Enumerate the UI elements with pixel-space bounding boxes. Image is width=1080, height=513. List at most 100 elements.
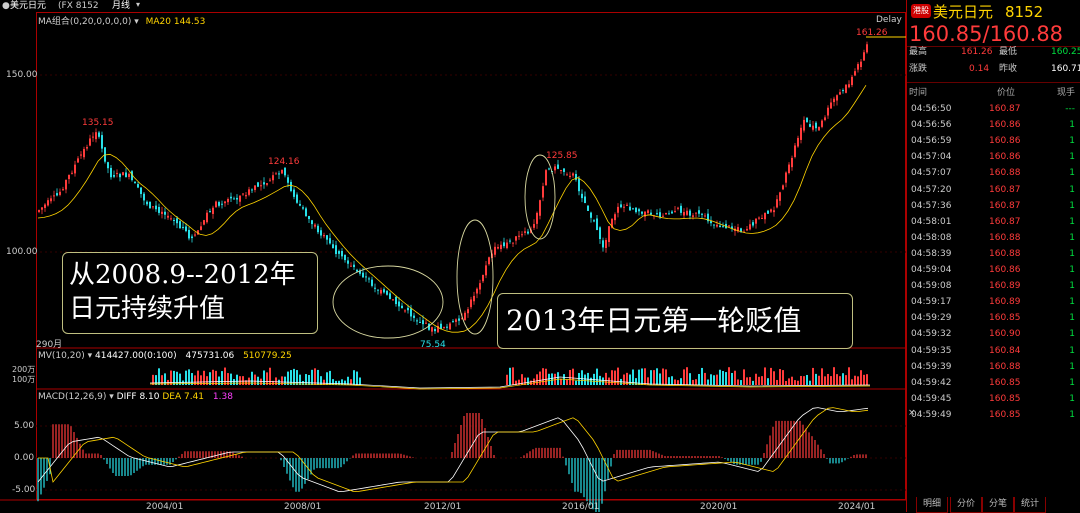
candle-body <box>53 195 55 197</box>
candle-body <box>233 198 235 200</box>
candle-body <box>668 213 670 215</box>
candle-body <box>806 117 808 123</box>
volume-bar <box>839 376 841 385</box>
ma-group-label: MA组合(0,20,0,0,0,0) <box>38 17 132 27</box>
candle-body <box>398 301 400 307</box>
candle-body <box>104 147 106 162</box>
tab-detail[interactable]: 明细 <box>916 497 949 513</box>
candle-body <box>128 173 130 177</box>
volume-bar <box>332 379 334 385</box>
candle-body <box>779 192 781 201</box>
candle-body <box>332 244 334 249</box>
candle-body <box>749 224 751 230</box>
mv10-line <box>149 376 871 389</box>
volume-bar <box>311 369 313 385</box>
candle-body <box>557 164 559 169</box>
volume-bar <box>707 379 709 385</box>
period-selector[interactable]: 月线 <box>112 1 131 11</box>
candle-body <box>38 210 40 212</box>
candle-body <box>566 174 568 176</box>
volume-bar <box>677 380 679 385</box>
tick-time: 04:59:45 <box>911 393 952 404</box>
candle-body <box>191 236 193 239</box>
candle-body <box>308 216 310 220</box>
candle-body <box>107 162 109 169</box>
candle-body <box>695 212 697 214</box>
tick-time: 04:59:08 <box>911 281 952 292</box>
volume-bar <box>335 380 337 385</box>
candle-body <box>791 157 793 168</box>
tick-qty: 1 <box>1069 265 1075 275</box>
volume-bar <box>545 368 547 385</box>
candle-body <box>227 199 229 203</box>
x-axis-tick-2016: 2016/01 <box>562 502 600 512</box>
candle-body <box>62 189 64 191</box>
volume-bar <box>515 380 517 385</box>
candle-body <box>710 221 712 224</box>
volume-bar <box>239 376 241 385</box>
volume-bar <box>551 373 553 385</box>
volume-bar <box>638 369 640 385</box>
volume-bar <box>179 373 181 385</box>
highlight-ellipse-decline <box>332 265 444 339</box>
candle-body <box>497 247 499 249</box>
candle-body <box>521 234 523 236</box>
tick-price: 160.87 <box>989 104 1021 114</box>
candle-body <box>776 199 778 208</box>
tick-row: 04:59:45 160.85 1 <box>907 391 1080 407</box>
candle-body <box>203 220 205 225</box>
mv-indicator-header[interactable]: MV(10,20) ▾ 414427.00(0:100) 475731.06 5… <box>38 351 292 361</box>
volume-bar <box>827 373 829 385</box>
candle-body <box>95 132 97 140</box>
candle-body <box>644 211 646 217</box>
volume-bar <box>782 370 784 385</box>
volume-bar <box>527 377 529 385</box>
candle-body <box>407 307 409 311</box>
candle-body <box>461 318 463 320</box>
candle-body <box>428 323 430 330</box>
candle-body <box>443 327 445 329</box>
volume-bar <box>278 379 280 385</box>
candle-body <box>86 147 88 149</box>
candle-body <box>140 187 142 194</box>
kline-chart[interactable] <box>0 12 906 512</box>
tick-qty: 1 <box>1069 393 1075 404</box>
volume-bar <box>674 379 676 385</box>
volume-bar <box>719 369 721 385</box>
candle-body <box>422 320 424 325</box>
volume-bar <box>584 374 586 385</box>
candle-body <box>113 174 115 177</box>
volume-bar <box>605 372 607 385</box>
volume-bar <box>764 367 766 385</box>
volume-bar <box>164 373 166 385</box>
ticks-header: 时间 价位 现手 <box>907 85 1080 101</box>
tick-row: 04:59:35 160.84 1 <box>907 343 1080 359</box>
volume-bar <box>749 377 751 385</box>
tick-time: 04:57:07 <box>911 168 952 179</box>
tab-statistics[interactable]: 统计 <box>1014 497 1047 513</box>
candle-body <box>821 120 823 127</box>
tick-row: 04:59:32 160.90 1 <box>907 326 1080 342</box>
candle-body <box>581 193 583 199</box>
tick-qty: 1 <box>1069 200 1075 211</box>
tab-price-distribution[interactable]: 分价 <box>950 497 983 513</box>
candle-body <box>674 210 676 212</box>
macd-indicator-header[interactable]: MACD(12,26,9) ▾ DIFF 8.10 DEA 7.41 1.38 <box>38 392 233 402</box>
candle-body <box>752 222 754 226</box>
candle-body <box>626 204 628 206</box>
chart-topbar: ● 美元日元 (FX 8152 月线 ▾ <box>0 0 906 12</box>
macd-dea-line <box>38 407 869 492</box>
period-chevron-down-icon[interactable]: ▾ <box>136 0 141 9</box>
volume-bar <box>746 377 748 385</box>
tab-trades[interactable]: 分笔 <box>982 497 1015 513</box>
tick-qty: 1 <box>1069 409 1075 420</box>
volume-bar <box>542 368 544 385</box>
candle-body <box>263 182 265 185</box>
ma-indicator-header[interactable]: MA组合(0,20,0,0,0,0) ▾ MA20 144.53 <box>38 14 205 27</box>
candle-body <box>149 201 151 209</box>
volume-bar <box>275 377 277 385</box>
candle-body <box>401 305 403 309</box>
candle-body <box>713 224 715 226</box>
candle-body <box>59 191 61 195</box>
volume-bar <box>650 370 652 385</box>
